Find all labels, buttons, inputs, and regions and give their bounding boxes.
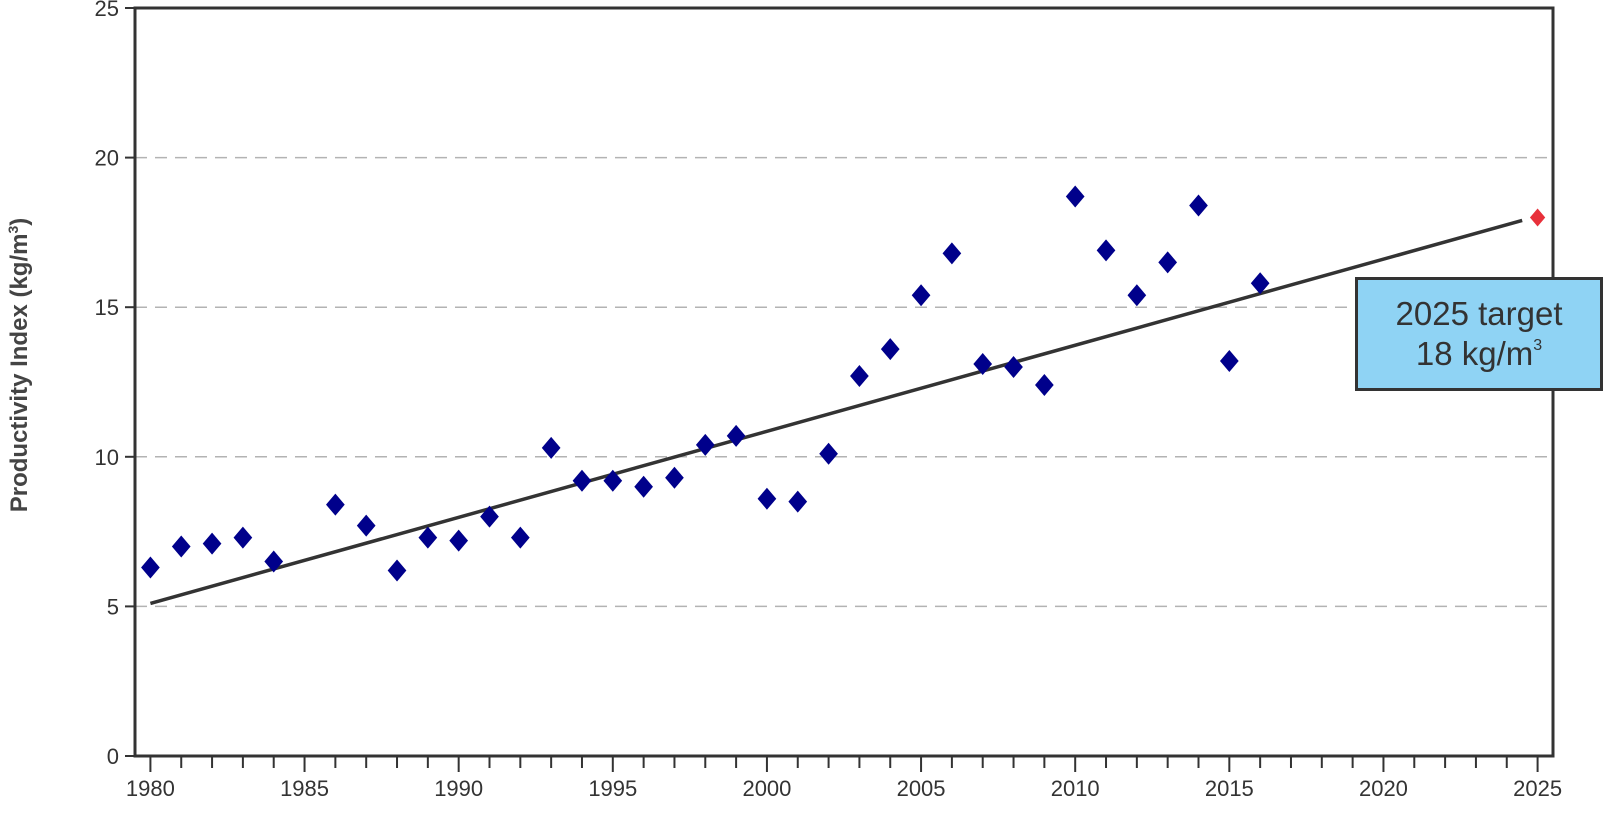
y-tick-label-25: 25: [95, 0, 119, 21]
data-point-2013: [1158, 251, 1178, 274]
trendline-group: [149, 218, 1523, 606]
data-point-1990: [449, 529, 469, 552]
data-point-2008: [1004, 356, 1023, 379]
x-tick-label-1990: 1990: [434, 776, 483, 801]
x-tick-label-1980: 1980: [126, 776, 175, 801]
y-tick-label-0: 0: [107, 744, 119, 769]
y-tick-label-15: 15: [95, 295, 119, 320]
data-point-2005: [911, 284, 931, 307]
data-point-1996: [634, 475, 653, 498]
data-point-1988: [387, 559, 407, 582]
annotation-line-2: 18 kg/m3: [1416, 334, 1542, 374]
data-point-2003: [850, 365, 869, 388]
trendline: [149, 218, 1523, 606]
x-tick-label-2020: 2020: [1359, 776, 1408, 801]
data-point-1980: [141, 556, 160, 579]
data-point-2007: [973, 353, 993, 376]
data-point-2006: [942, 242, 962, 265]
data-point-2000: [757, 487, 777, 510]
x-tick-label-2025: 2025: [1513, 776, 1562, 801]
data-point-2001: [788, 490, 808, 513]
x-tick-label-1985: 1985: [280, 776, 329, 801]
data-point-1987: [356, 514, 376, 537]
data-point-1986: [326, 493, 345, 516]
data-point-1995: [603, 469, 623, 492]
x-tick-label-2000: 2000: [742, 776, 791, 801]
data-point-2015: [1219, 350, 1239, 373]
x-tick-label-2005: 2005: [897, 776, 946, 801]
data-point-2002: [819, 442, 838, 465]
y-axis-label: Productivity Index (kg/m3): [5, 218, 33, 513]
data-point-2014: [1189, 194, 1208, 217]
data-point-1983: [233, 526, 253, 549]
x-tick-label-1995: 1995: [588, 776, 637, 801]
data-point-2012: [1127, 284, 1147, 307]
target-annotation: 2025 target 18 kg/m3: [1355, 277, 1603, 391]
data-point-1993: [541, 436, 561, 459]
data-point-1991: [480, 505, 499, 528]
data-point-2016: [1250, 272, 1270, 295]
data-point-1981: [171, 535, 191, 558]
plot-frame: [133, 6, 1555, 758]
data-point-2004: [880, 338, 900, 361]
data-point-2009: [1035, 373, 1054, 396]
data-point-1992: [510, 526, 530, 549]
gridlines: [135, 156, 1553, 608]
y-tick-label-20: 20: [95, 146, 119, 171]
data-point-1984: [264, 550, 284, 573]
x-tick-label-2015: 2015: [1205, 776, 1254, 801]
data-point-1982: [202, 532, 222, 555]
data-point-1997: [665, 466, 684, 489]
data-point-2011: [1096, 239, 1116, 262]
annotation-line-1: 2025 target: [1395, 295, 1563, 332]
axes: [125, 6, 1555, 772]
x-tick-label-2010: 2010: [1051, 776, 1100, 801]
annotation-line-2-text: 18 kg/m: [1415, 335, 1534, 372]
target-point-2025: [1529, 208, 1546, 227]
data-point-1998: [695, 433, 715, 456]
data-point-1999: [726, 424, 746, 447]
y-tick-label-5: 5: [107, 594, 119, 619]
annotation-line-2-sup: 3: [1533, 337, 1543, 354]
data-point-1989: [418, 526, 438, 549]
y-tick-label-10: 10: [95, 445, 119, 470]
data-point-2010: [1065, 185, 1085, 208]
data-point-1994: [572, 469, 592, 492]
data-points: [141, 185, 1546, 582]
